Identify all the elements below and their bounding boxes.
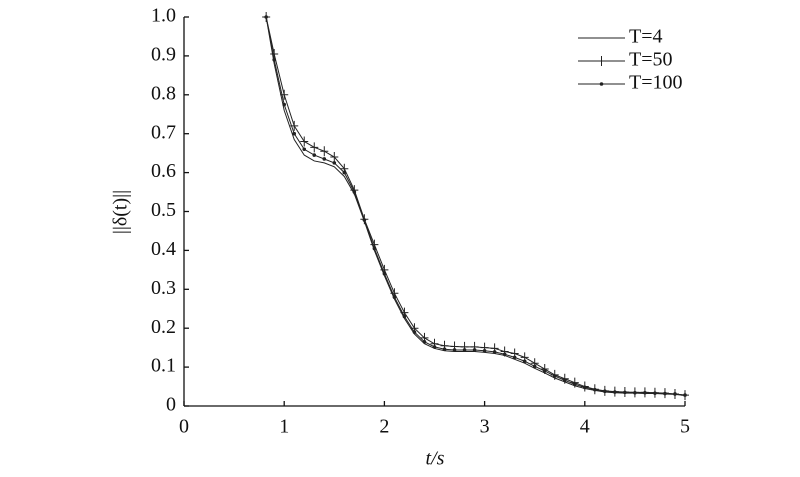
- marker: [552, 374, 557, 378]
- y-tick-label: 0.5: [151, 199, 176, 221]
- marker: [623, 390, 627, 395]
- marker: [442, 347, 447, 352]
- y-tick-label: 0.2: [151, 316, 176, 338]
- marker: [342, 170, 347, 175]
- marker: [613, 390, 617, 394]
- marker: [300, 136, 309, 147]
- marker: [310, 142, 319, 153]
- marker: [492, 350, 497, 354]
- x-tick-label: 4: [580, 416, 590, 438]
- marker: [320, 146, 329, 157]
- y-tick-label: 1.0: [151, 5, 176, 27]
- marker: [593, 387, 597, 392]
- marker: [382, 271, 387, 276]
- x-axis-label: t/s: [426, 448, 445, 470]
- marker: [292, 131, 297, 136]
- series-line: [265, 16, 686, 396]
- marker: [653, 391, 657, 395]
- legend-label: T=50: [629, 49, 673, 71]
- marker: [392, 295, 397, 299]
- legend-marker: [599, 82, 604, 86]
- y-tick-label: 0.9: [151, 43, 176, 65]
- marker: [633, 390, 637, 395]
- marker: [322, 157, 327, 161]
- y-tick-label: 0.8: [151, 82, 176, 104]
- marker: [643, 390, 647, 395]
- legend-label: T=100: [629, 72, 683, 94]
- marker: [452, 348, 457, 352]
- marker: [362, 218, 367, 222]
- marker: [542, 369, 547, 373]
- marker: [422, 340, 427, 344]
- marker: [572, 382, 577, 387]
- marker: [522, 359, 527, 364]
- marker: [462, 348, 467, 352]
- y-tick-label: 0.6: [151, 160, 176, 182]
- marker: [532, 364, 537, 369]
- marker: [502, 352, 507, 357]
- y-tick-label: 0.7: [151, 121, 176, 143]
- y-axis-label: ||δ(t)||: [110, 190, 132, 234]
- y-tick-label: 0: [166, 394, 176, 416]
- legend-label: T=4: [629, 26, 663, 48]
- marker: [402, 314, 407, 319]
- legend-marker: [597, 56, 606, 66]
- marker: [683, 393, 687, 397]
- y-tick-label: 0.3: [151, 277, 176, 299]
- x-tick-label: 2: [379, 416, 389, 438]
- marker: [412, 330, 417, 334]
- x-tick-label: 0: [179, 416, 189, 438]
- y-tick-label: 0.4: [151, 238, 176, 260]
- marker: [312, 153, 317, 157]
- marker: [302, 147, 307, 152]
- marker: [673, 392, 677, 396]
- series-line: [265, 16, 686, 396]
- marker: [472, 348, 477, 352]
- x-tick-label: 3: [480, 416, 490, 438]
- y-tick-label: 0.1: [151, 355, 176, 377]
- marker: [482, 348, 487, 353]
- marker: [432, 345, 437, 349]
- marker: [332, 161, 337, 165]
- marker: [352, 190, 357, 194]
- x-tick-label: 1: [279, 416, 289, 438]
- marker: [663, 391, 667, 396]
- marker: [330, 152, 339, 163]
- marker: [264, 15, 268, 19]
- marker: [272, 57, 276, 62]
- marker: [372, 246, 377, 251]
- marker: [583, 385, 587, 390]
- series-line: [265, 16, 686, 396]
- marker: [562, 378, 567, 383]
- marker: [603, 389, 607, 394]
- marker: [512, 355, 517, 360]
- marker: [282, 102, 287, 107]
- x-tick-label: 5: [680, 416, 690, 438]
